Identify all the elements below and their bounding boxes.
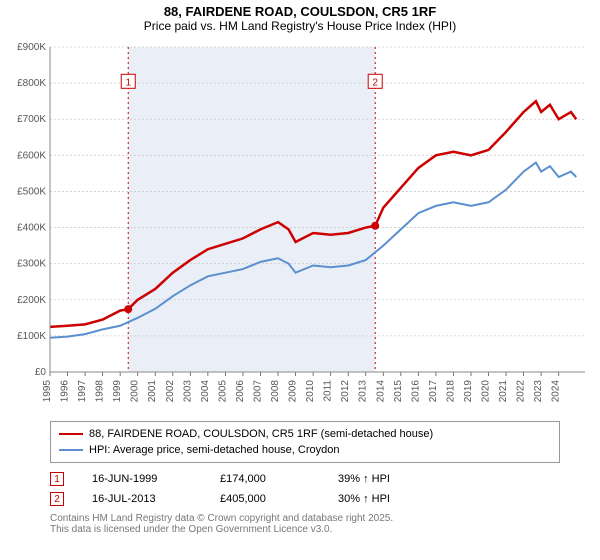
sale-date: 16-JUN-1999 (92, 473, 192, 485)
sale-row: 2 16-JUL-2013 £405,000 30% ↑ HPI (50, 489, 560, 509)
svg-text:£200K: £200K (17, 295, 46, 306)
svg-text:1998: 1998 (95, 380, 106, 403)
svg-text:2023: 2023 (533, 380, 544, 403)
svg-text:2018: 2018 (445, 380, 456, 403)
footer-attribution: Contains HM Land Registry data © Crown c… (50, 513, 560, 535)
svg-text:£300K: £300K (17, 259, 46, 270)
legend-swatch (59, 449, 83, 451)
svg-text:2019: 2019 (463, 380, 474, 403)
svg-text:2015: 2015 (393, 380, 404, 403)
svg-text:2024: 2024 (551, 380, 562, 403)
svg-text:2009: 2009 (288, 380, 299, 403)
legend-swatch (59, 433, 83, 436)
footer-line: This data is licensed under the Open Gov… (50, 524, 560, 535)
svg-text:2014: 2014 (375, 380, 386, 403)
sale-note: 30% ↑ HPI (338, 493, 390, 505)
svg-text:2020: 2020 (481, 380, 492, 403)
svg-text:2013: 2013 (358, 380, 369, 403)
svg-text:2007: 2007 (252, 380, 263, 403)
svg-text:1995: 1995 (42, 380, 53, 403)
svg-text:2016: 2016 (410, 380, 421, 403)
svg-text:£0: £0 (35, 367, 47, 378)
sale-note: 39% ↑ HPI (338, 473, 390, 485)
svg-text:2003: 2003 (182, 380, 193, 403)
svg-text:2012: 2012 (340, 380, 351, 403)
svg-text:1997: 1997 (77, 380, 88, 403)
svg-text:2004: 2004 (200, 380, 211, 403)
svg-text:2005: 2005 (217, 380, 228, 403)
svg-text:£900K: £900K (17, 42, 46, 53)
svg-text:£700K: £700K (17, 114, 46, 125)
svg-text:£800K: £800K (17, 78, 46, 89)
sale-date: 16-JUL-2013 (92, 493, 192, 505)
svg-text:1996: 1996 (60, 380, 71, 403)
svg-text:£500K: £500K (17, 186, 46, 197)
svg-text:£100K: £100K (17, 331, 46, 342)
legend: 88, FAIRDENE ROAD, COULSDON, CR5 1RF (se… (50, 421, 560, 463)
svg-text:£400K: £400K (17, 223, 46, 234)
sale-row: 1 16-JUN-1999 £174,000 39% ↑ HPI (50, 469, 560, 489)
svg-text:2021: 2021 (498, 380, 509, 403)
sale-price: £405,000 (220, 493, 310, 505)
page-subtitle: Price paid vs. HM Land Registry's House … (0, 19, 600, 37)
legend-item: 88, FAIRDENE ROAD, COULSDON, CR5 1RF (se… (59, 426, 551, 442)
legend-label: HPI: Average price, semi-detached house,… (89, 444, 340, 456)
sale-price: £174,000 (220, 473, 310, 485)
svg-text:£600K: £600K (17, 150, 46, 161)
legend-label: 88, FAIRDENE ROAD, COULSDON, CR5 1RF (se… (89, 428, 433, 440)
footer-line: Contains HM Land Registry data © Crown c… (50, 513, 560, 524)
svg-text:2008: 2008 (270, 380, 281, 403)
sale-badge: 2 (50, 492, 64, 506)
svg-text:2002: 2002 (165, 380, 176, 403)
svg-text:1999: 1999 (112, 380, 123, 403)
svg-text:2: 2 (372, 77, 378, 88)
legend-item: HPI: Average price, semi-detached house,… (59, 442, 551, 458)
sales-list: 1 16-JUN-1999 £174,000 39% ↑ HPI 2 16-JU… (50, 469, 560, 509)
page-title: 88, FAIRDENE ROAD, COULSDON, CR5 1RF (0, 0, 600, 19)
svg-text:2011: 2011 (323, 380, 334, 402)
svg-text:2022: 2022 (516, 380, 527, 403)
sale-badge: 1 (50, 472, 64, 486)
svg-text:2000: 2000 (130, 380, 141, 403)
svg-text:2010: 2010 (305, 380, 316, 403)
svg-text:2017: 2017 (428, 380, 439, 403)
svg-text:1: 1 (125, 77, 131, 88)
svg-text:2006: 2006 (235, 380, 246, 403)
price-chart: £0 £100K £200K £300K £400K £500K £600K £700K £80… (0, 37, 600, 417)
svg-text:2001: 2001 (147, 380, 158, 403)
